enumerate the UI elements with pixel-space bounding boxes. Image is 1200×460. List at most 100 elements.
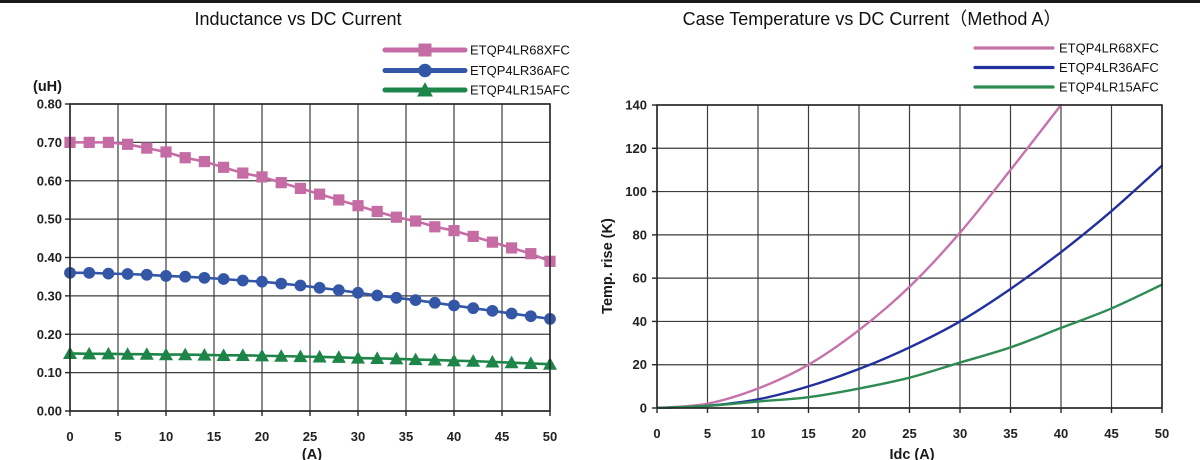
triangle-marker	[255, 348, 269, 362]
legend: ETQP4LR68XFC ETQP4LR36AFC ETQP4LR15AFC	[382, 43, 570, 98]
x-tick-label: 10	[751, 426, 765, 441]
triangle-marker	[293, 349, 308, 363]
x-tick-label: 15	[207, 429, 221, 444]
square-marker	[275, 177, 287, 189]
x-axis-title: Idc (A)	[889, 447, 934, 460]
square-marker	[256, 171, 268, 183]
square-marker	[410, 215, 422, 227]
circle-marker	[448, 299, 460, 312]
triangle-marker	[485, 354, 500, 368]
square-marker	[352, 200, 364, 212]
y-tick-label: 0.70	[37, 135, 62, 150]
page-top-rule	[0, 0, 1200, 3]
circle-marker	[102, 267, 115, 280]
x-tick-label: 20	[852, 426, 866, 441]
y-tick-label: 20	[633, 357, 647, 372]
x-tick-label: 45	[1104, 426, 1118, 441]
triangle-marker	[101, 346, 116, 360]
x-tick-label: 45	[495, 429, 509, 444]
y-tick-label: 0.40	[37, 250, 62, 265]
legend-label: ETQP4LR68XFC	[1059, 41, 1159, 56]
triangle-marker	[447, 353, 461, 367]
circle-marker	[428, 296, 441, 309]
x-tick-label: 25	[303, 429, 317, 444]
square-marker	[506, 242, 518, 254]
x-tick-label: 50	[543, 429, 557, 444]
x-tick-label: 0	[653, 426, 660, 441]
circle-marker	[352, 286, 364, 299]
chart-title: Case Temperature vs DC Current（Method A）	[683, 9, 1062, 29]
y-tick-label: 40	[633, 314, 647, 329]
y-tick-label: 0.60	[37, 173, 62, 188]
y-axis-title: Temp. rise (K)	[600, 218, 616, 314]
x-tick-label: 25	[902, 426, 916, 441]
x-tick-label: 40	[447, 429, 461, 444]
square-marker	[390, 211, 402, 223]
circle-marker	[313, 281, 326, 294]
triangle-marker	[417, 82, 433, 97]
triangle-marker	[427, 352, 442, 366]
circle-marker	[83, 266, 96, 279]
legend-label: ETQP4LR36AFC	[470, 63, 570, 78]
triangle-marker	[178, 347, 193, 361]
y-tick-label: 0.00	[37, 404, 62, 419]
triangle-marker	[389, 351, 404, 365]
triangle-marker	[274, 349, 289, 362]
circle-marker	[140, 268, 153, 281]
chart-case-temperature-vs-dc-current: Case Temperature vs DC Current（Method A）…	[600, 9, 1169, 460]
x-tick-label: 30	[953, 426, 967, 441]
square-marker	[429, 221, 441, 233]
chart-title: Inductance vs DC Current	[194, 9, 401, 29]
x-tick-label: 20	[255, 429, 269, 444]
square-marker	[314, 188, 326, 200]
x-tick-label: 10	[159, 429, 173, 444]
square-marker	[122, 138, 134, 150]
y-tick-label: 140	[625, 98, 647, 113]
square-marker	[486, 236, 498, 248]
plot-border	[656, 104, 1163, 409]
circle-marker	[179, 270, 192, 283]
square-marker	[333, 194, 345, 206]
square-marker	[467, 230, 479, 242]
legend-label: ETQP4LR68XFC	[470, 43, 570, 58]
circle-marker	[467, 302, 480, 315]
circle-marker	[256, 275, 268, 288]
triangle-marker	[331, 350, 346, 363]
y-tick-label: 0.10	[37, 365, 62, 380]
y-tick-label: 80	[633, 227, 647, 242]
triangle-marker	[82, 346, 97, 360]
x-tick-label: 15	[801, 426, 815, 441]
y-tick-label: 100	[625, 184, 647, 199]
circle-marker	[217, 273, 230, 285]
grid	[65, 103, 551, 416]
square-marker	[160, 146, 172, 158]
square-marker	[418, 43, 432, 57]
x-tick-label: 35	[1003, 426, 1017, 441]
triangle-marker	[120, 347, 135, 360]
square-marker	[294, 182, 306, 195]
y-tick-label: 60	[633, 271, 647, 286]
square-marker	[448, 225, 460, 237]
triangle-marker	[216, 348, 231, 361]
series-ETQP4LR68XFC	[64, 136, 556, 267]
x-tick-label: 50	[1155, 426, 1169, 441]
square-marker	[218, 161, 230, 173]
circle-marker	[121, 268, 134, 280]
triangle-marker	[139, 347, 154, 360]
triangle-marker	[351, 351, 365, 364]
square-marker	[237, 167, 249, 179]
y-axis-title: (uH)	[33, 79, 62, 95]
x-tick-label: 30	[351, 429, 365, 444]
legend: ETQP4LR68XFC ETQP4LR36AFC ETQP4LR15AFC	[973, 41, 1159, 95]
y-tick-label: 0.30	[37, 288, 62, 303]
triangle-marker	[197, 347, 212, 361]
triangle-marker	[235, 348, 250, 361]
square-marker	[141, 142, 153, 154]
circle-marker	[198, 271, 211, 284]
circle-marker	[409, 294, 422, 306]
plot-border	[69, 103, 551, 412]
x-tick-label: 0	[66, 429, 73, 444]
triangle-marker	[504, 355, 519, 369]
circle-marker	[236, 274, 249, 287]
